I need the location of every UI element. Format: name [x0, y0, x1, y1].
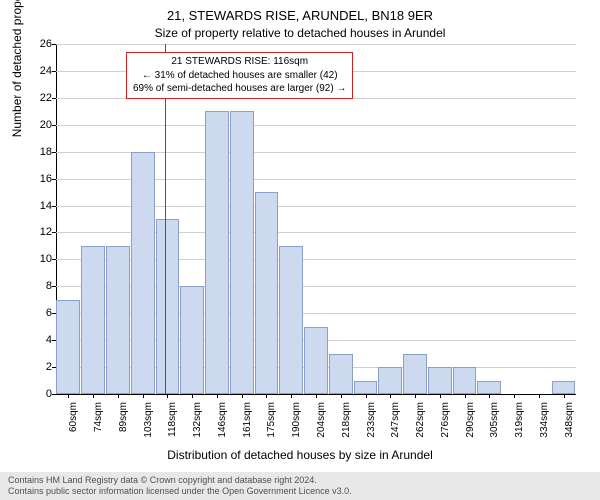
x-tick-mark	[68, 394, 69, 398]
x-tick-mark	[415, 394, 416, 398]
x-tick-mark	[390, 394, 391, 398]
x-tick-label: 290sqm	[465, 402, 476, 452]
histogram-bar	[403, 354, 427, 394]
histogram-bar	[279, 246, 303, 394]
x-tick-label: 74sqm	[93, 402, 104, 452]
histogram-bar	[156, 219, 180, 394]
info-callout-box: 21 STEWARDS RISE: 116sqm ← 31% of detach…	[126, 52, 353, 99]
y-tick-label: 12	[40, 226, 52, 238]
x-tick-label: 146sqm	[217, 402, 228, 452]
info-line-2: ← 31% of detached houses are smaller (42…	[133, 69, 346, 83]
x-tick-mark	[465, 394, 466, 398]
x-tick-mark	[266, 394, 267, 398]
x-tick-label: 60sqm	[68, 402, 79, 452]
x-tick-mark	[366, 394, 367, 398]
histogram-bar	[106, 246, 130, 394]
x-tick-label: 89sqm	[118, 402, 129, 452]
histogram-bar	[255, 192, 279, 394]
footer-line-2: Contains public sector information licen…	[8, 486, 592, 497]
x-tick-mark	[440, 394, 441, 398]
chart-container: 21, STEWARDS RISE, ARUNDEL, BN18 9ER Siz…	[0, 0, 600, 500]
x-tick-mark	[564, 394, 565, 398]
y-axis-label: Number of detached properties	[10, 0, 24, 137]
histogram-bar	[329, 354, 353, 394]
chart-title-sub: Size of property relative to detached ho…	[0, 26, 600, 40]
histogram-bar	[378, 367, 402, 394]
info-line-1: 21 STEWARDS RISE: 116sqm	[133, 55, 346, 69]
x-tick-label: 103sqm	[143, 402, 154, 452]
x-tick-label: 319sqm	[514, 402, 525, 452]
footer-line-1: Contains HM Land Registry data © Crown c…	[8, 475, 592, 486]
x-tick-mark	[539, 394, 540, 398]
x-tick-mark	[514, 394, 515, 398]
x-tick-label: 233sqm	[366, 402, 377, 452]
x-tick-label: 190sqm	[291, 402, 302, 452]
histogram-bar	[428, 367, 452, 394]
x-tick-label: 305sqm	[489, 402, 500, 452]
x-tick-mark	[93, 394, 94, 398]
y-tick-mark	[52, 394, 56, 395]
x-tick-mark	[489, 394, 490, 398]
x-axis-label: Distribution of detached houses by size …	[0, 448, 600, 462]
histogram-bar	[81, 246, 105, 394]
x-tick-label: 175sqm	[266, 402, 277, 452]
histogram-bar	[477, 381, 501, 394]
y-tick-label: 18	[40, 146, 52, 158]
info-line-3: 69% of semi-detached houses are larger (…	[133, 82, 346, 96]
x-tick-label: 348sqm	[564, 402, 575, 452]
histogram-bar	[354, 381, 378, 394]
x-tick-mark	[217, 394, 218, 398]
histogram-bar	[180, 286, 204, 394]
plot-area: 21 STEWARDS RISE: 116sqm ← 31% of detach…	[56, 44, 576, 394]
x-tick-mark	[341, 394, 342, 398]
x-tick-mark	[192, 394, 193, 398]
chart-title-main: 21, STEWARDS RISE, ARUNDEL, BN18 9ER	[0, 8, 600, 23]
x-tick-mark	[167, 394, 168, 398]
y-tick-label: 24	[40, 65, 52, 77]
x-tick-label: 334sqm	[539, 402, 550, 452]
x-tick-mark	[118, 394, 119, 398]
y-tick-label: 16	[40, 173, 52, 185]
x-tick-mark	[291, 394, 292, 398]
histogram-bar	[56, 300, 80, 394]
x-tick-label: 276sqm	[440, 402, 451, 452]
histogram-bar	[304, 327, 328, 394]
histogram-bar	[453, 367, 477, 394]
histogram-bar	[205, 111, 229, 394]
y-tick-label: 14	[40, 200, 52, 212]
x-tick-label: 262sqm	[415, 402, 426, 452]
y-tick-label: 26	[40, 38, 52, 50]
histogram-bar	[131, 152, 155, 394]
x-tick-label: 132sqm	[192, 402, 203, 452]
x-tick-label: 204sqm	[316, 402, 327, 452]
y-tick-label: 22	[40, 92, 52, 104]
footer-attribution: Contains HM Land Registry data © Crown c…	[0, 472, 600, 500]
histogram-bar	[552, 381, 576, 394]
x-tick-label: 118sqm	[167, 402, 178, 452]
y-tick-label: 10	[40, 253, 52, 265]
x-tick-label: 247sqm	[390, 402, 401, 452]
x-tick-label: 218sqm	[341, 402, 352, 452]
x-tick-mark	[316, 394, 317, 398]
x-tick-mark	[143, 394, 144, 398]
x-tick-mark	[242, 394, 243, 398]
y-tick-label: 20	[40, 119, 52, 131]
histogram-bar	[230, 111, 254, 394]
x-tick-label: 161sqm	[242, 402, 253, 452]
